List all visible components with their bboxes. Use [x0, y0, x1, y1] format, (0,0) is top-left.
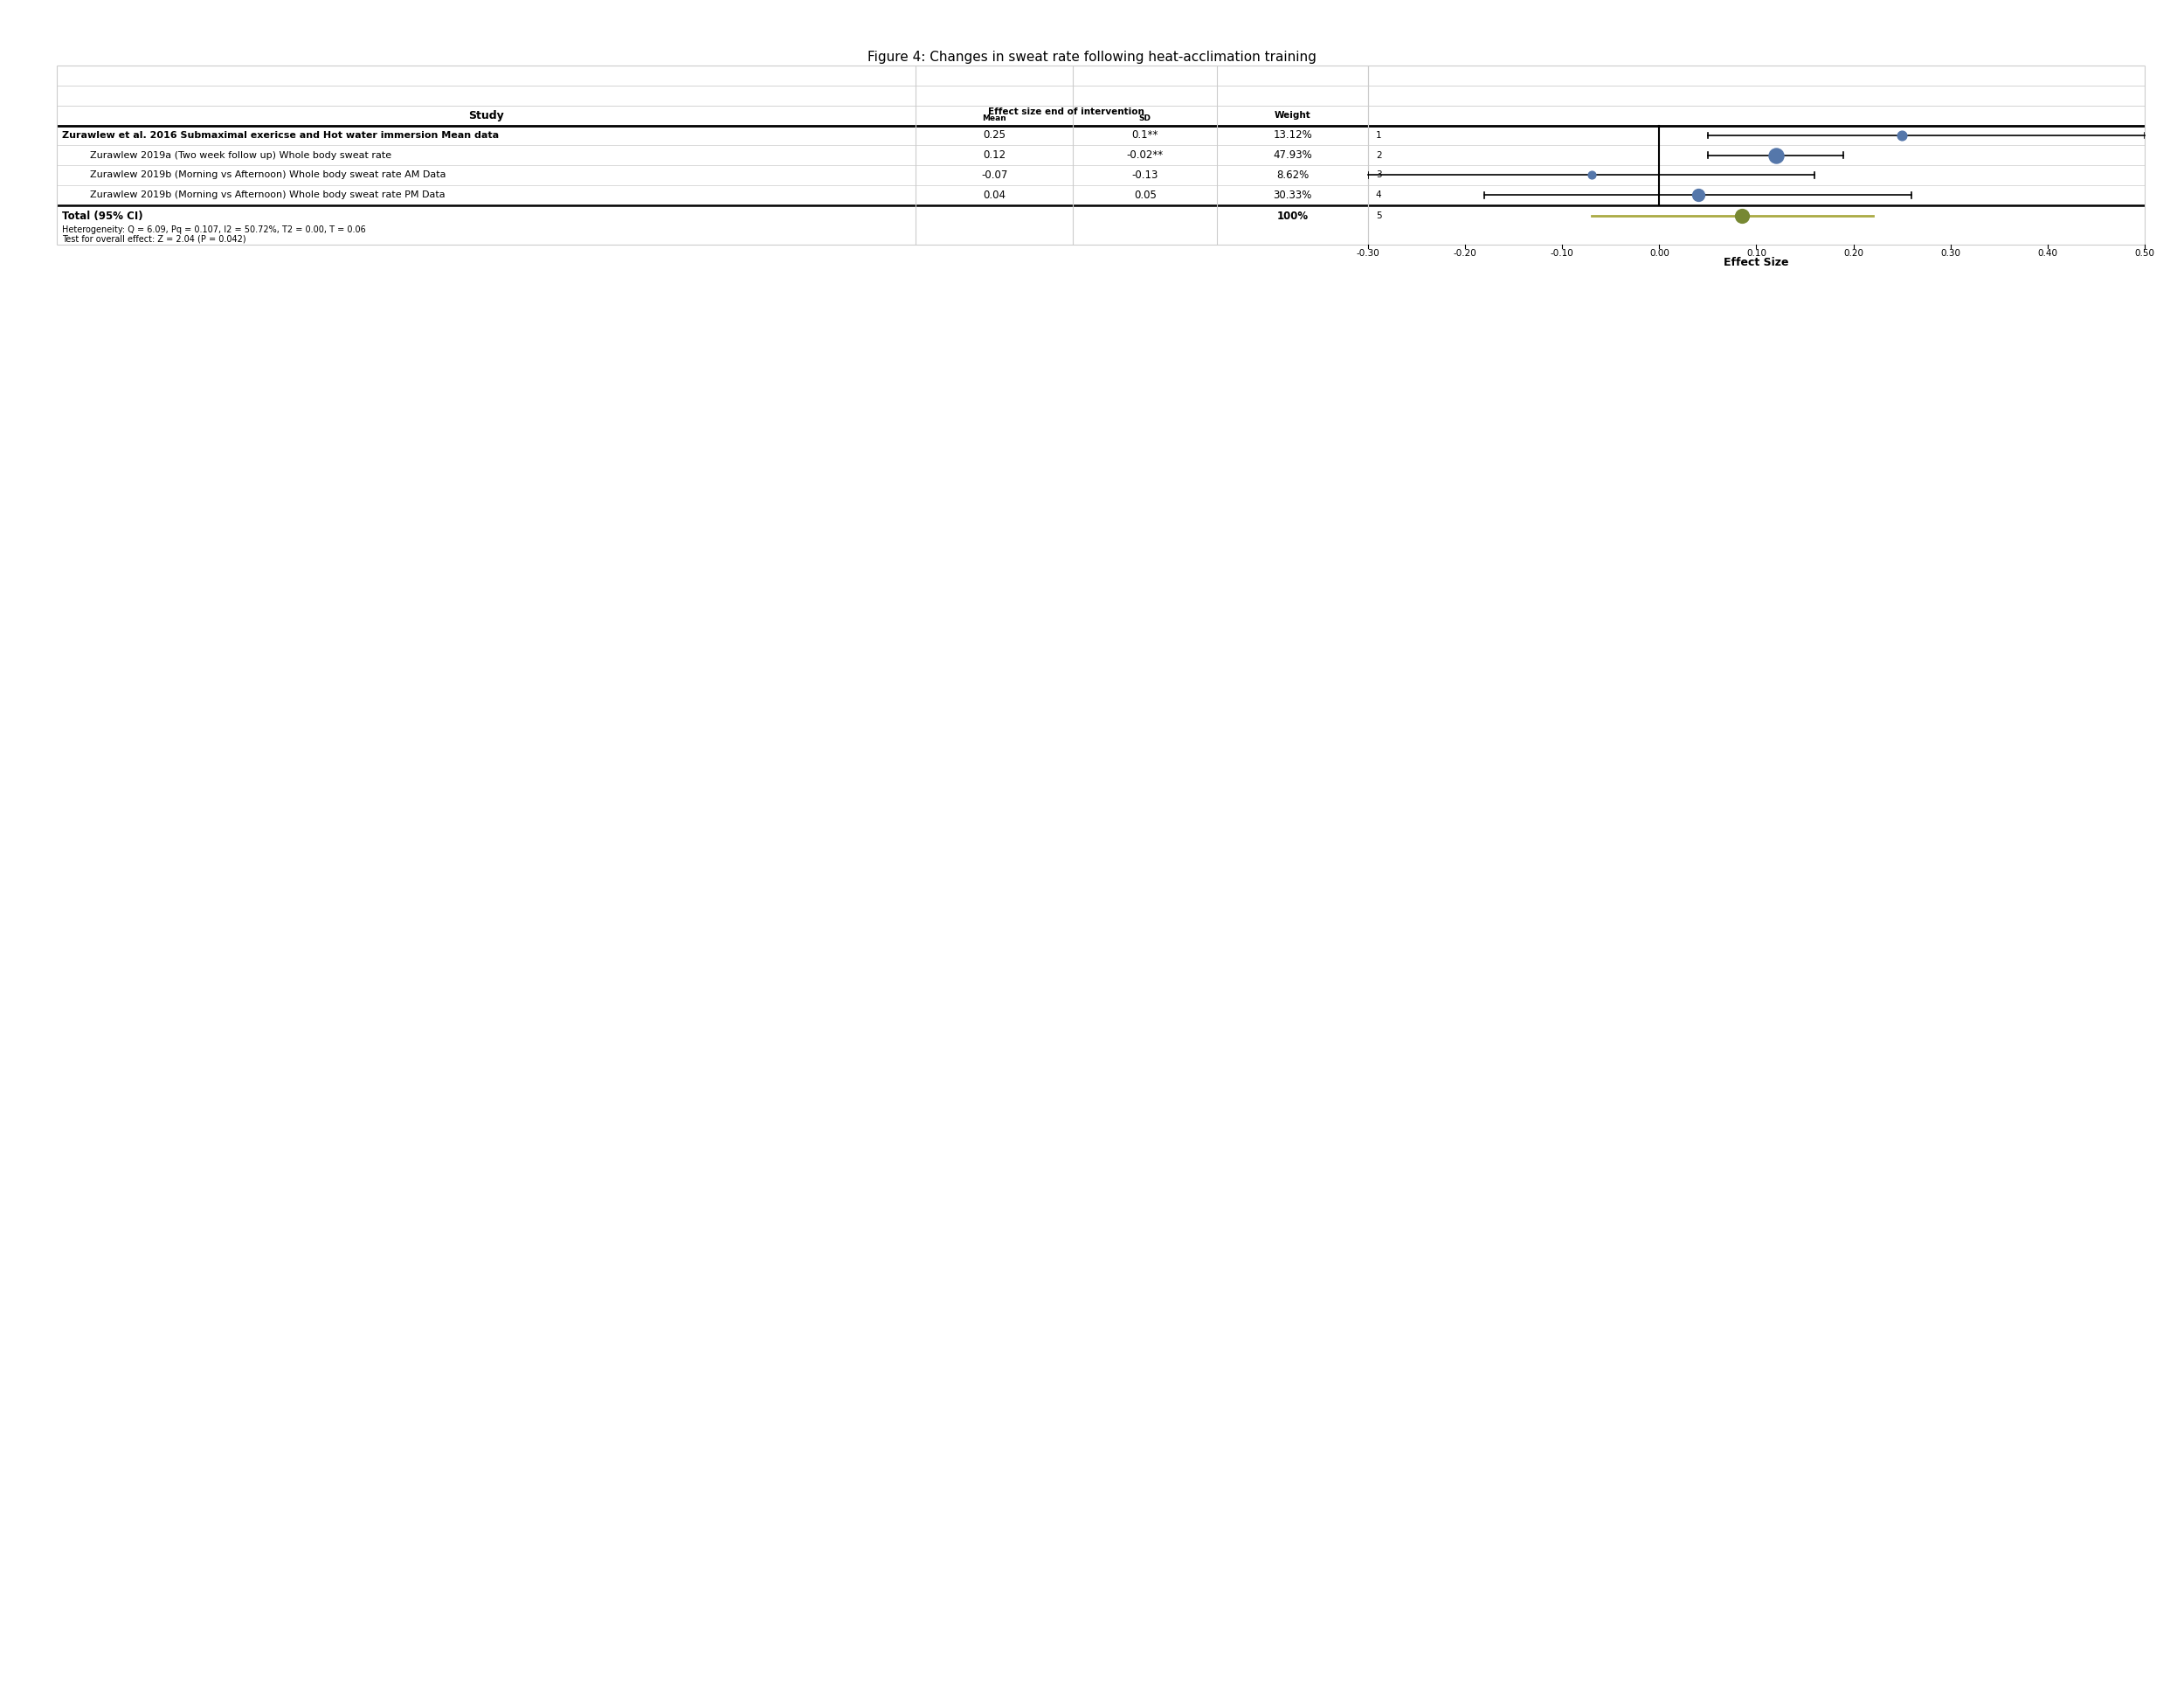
Text: 0.1**: 0.1**: [1131, 130, 1158, 142]
Text: Test for overall effect: Z = 2.04 (P = 0.042): Test for overall effect: Z = 2.04 (P = 0…: [61, 235, 247, 243]
Text: 47.93%: 47.93%: [1273, 150, 1313, 160]
Text: 30.33%: 30.33%: [1273, 189, 1313, 201]
Point: [1682, 182, 1717, 209]
Text: Mean: Mean: [983, 115, 1007, 122]
Text: 0.50: 0.50: [2134, 250, 2156, 258]
Text: Figure 4: Changes in sweat rate following heat-acclimation training: Figure 4: Changes in sweat rate followin…: [867, 51, 1317, 64]
Text: 0.12: 0.12: [983, 150, 1005, 160]
Text: 0.10: 0.10: [1747, 250, 1767, 258]
Text: Zurawlew et al. 2016 Submaximal exericse and Hot water immersion Mean data: Zurawlew et al. 2016 Submaximal exericse…: [61, 132, 498, 140]
Text: Heterogeneity: Q = 6.09, Pq = 0.107, I2 = 50.72%, T2 = 0.00, T = 0.06: Heterogeneity: Q = 6.09, Pq = 0.107, I2 …: [61, 225, 367, 235]
Text: 4: 4: [1376, 191, 1382, 199]
Text: 1: 1: [1376, 132, 1382, 140]
Text: 0.04: 0.04: [983, 189, 1005, 201]
Point: [1758, 142, 1793, 169]
Text: SD: SD: [1140, 115, 1151, 122]
Text: Weight: Weight: [1273, 111, 1310, 120]
Point: [1575, 162, 1610, 189]
Point: [1885, 122, 1920, 149]
Text: -0.20: -0.20: [1452, 250, 1476, 258]
Text: Effect size end of intervention: Effect size end of intervention: [989, 108, 1144, 116]
Text: -0.02**: -0.02**: [1127, 150, 1164, 160]
Text: 3: 3: [1376, 170, 1382, 179]
Text: Total (95% CI): Total (95% CI): [61, 211, 142, 221]
Text: 5: 5: [1376, 211, 1382, 221]
Text: 0.05: 0.05: [1133, 189, 1155, 201]
Text: 0.25: 0.25: [983, 130, 1005, 142]
Text: -0.13: -0.13: [1131, 169, 1158, 181]
Point: [1725, 203, 1760, 230]
Text: Zurawlew 2019b (Morning vs Afternoon) Whole body sweat rate PM Data: Zurawlew 2019b (Morning vs Afternoon) Wh…: [90, 191, 446, 199]
Text: 0.00: 0.00: [1649, 250, 1669, 258]
Text: 2: 2: [1376, 150, 1382, 160]
Text: 13.12%: 13.12%: [1273, 130, 1313, 142]
Text: -0.30: -0.30: [1356, 250, 1380, 258]
Text: 0.30: 0.30: [1939, 250, 1961, 258]
Text: 0.40: 0.40: [2038, 250, 2057, 258]
Text: Zurawlew 2019b (Morning vs Afternoon) Whole body sweat rate AM Data: Zurawlew 2019b (Morning vs Afternoon) Wh…: [90, 170, 446, 179]
Text: 0.20: 0.20: [1843, 250, 1863, 258]
Text: -0.10: -0.10: [1551, 250, 1575, 258]
Text: 8.62%: 8.62%: [1275, 169, 1308, 181]
Text: Study: Study: [467, 110, 505, 122]
Text: 100%: 100%: [1278, 211, 1308, 221]
Text: Zurawlew 2019a (Two week follow up) Whole body sweat rate: Zurawlew 2019a (Two week follow up) Whol…: [90, 150, 391, 160]
Text: -0.07: -0.07: [981, 169, 1007, 181]
Text: Effect Size: Effect Size: [1723, 257, 1789, 268]
